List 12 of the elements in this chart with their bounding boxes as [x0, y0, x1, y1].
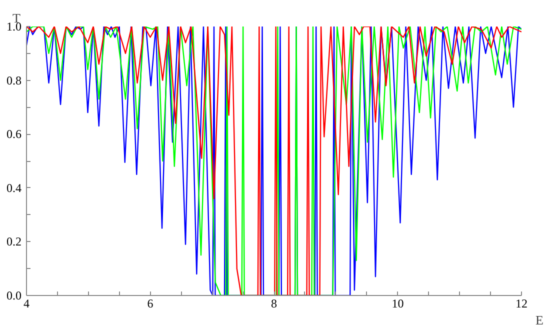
y-tick-label: 0.2	[6, 234, 22, 249]
y-tick-label: 0.8	[6, 73, 22, 88]
x-tick-label: 6	[147, 296, 154, 310]
x-tick-label: 12	[516, 296, 528, 310]
x-axis-title: E	[536, 312, 544, 327]
line-series	[26, 26, 522, 296]
y-tick-label: 0.6	[6, 127, 22, 142]
y-tick-label: 0.0	[6, 288, 22, 302]
y-tick-label: 0.4	[6, 180, 22, 195]
x-tick-label: 4	[24, 296, 30, 310]
x-tick-label: 10	[392, 296, 404, 310]
x-tick-label: 8	[271, 296, 277, 310]
